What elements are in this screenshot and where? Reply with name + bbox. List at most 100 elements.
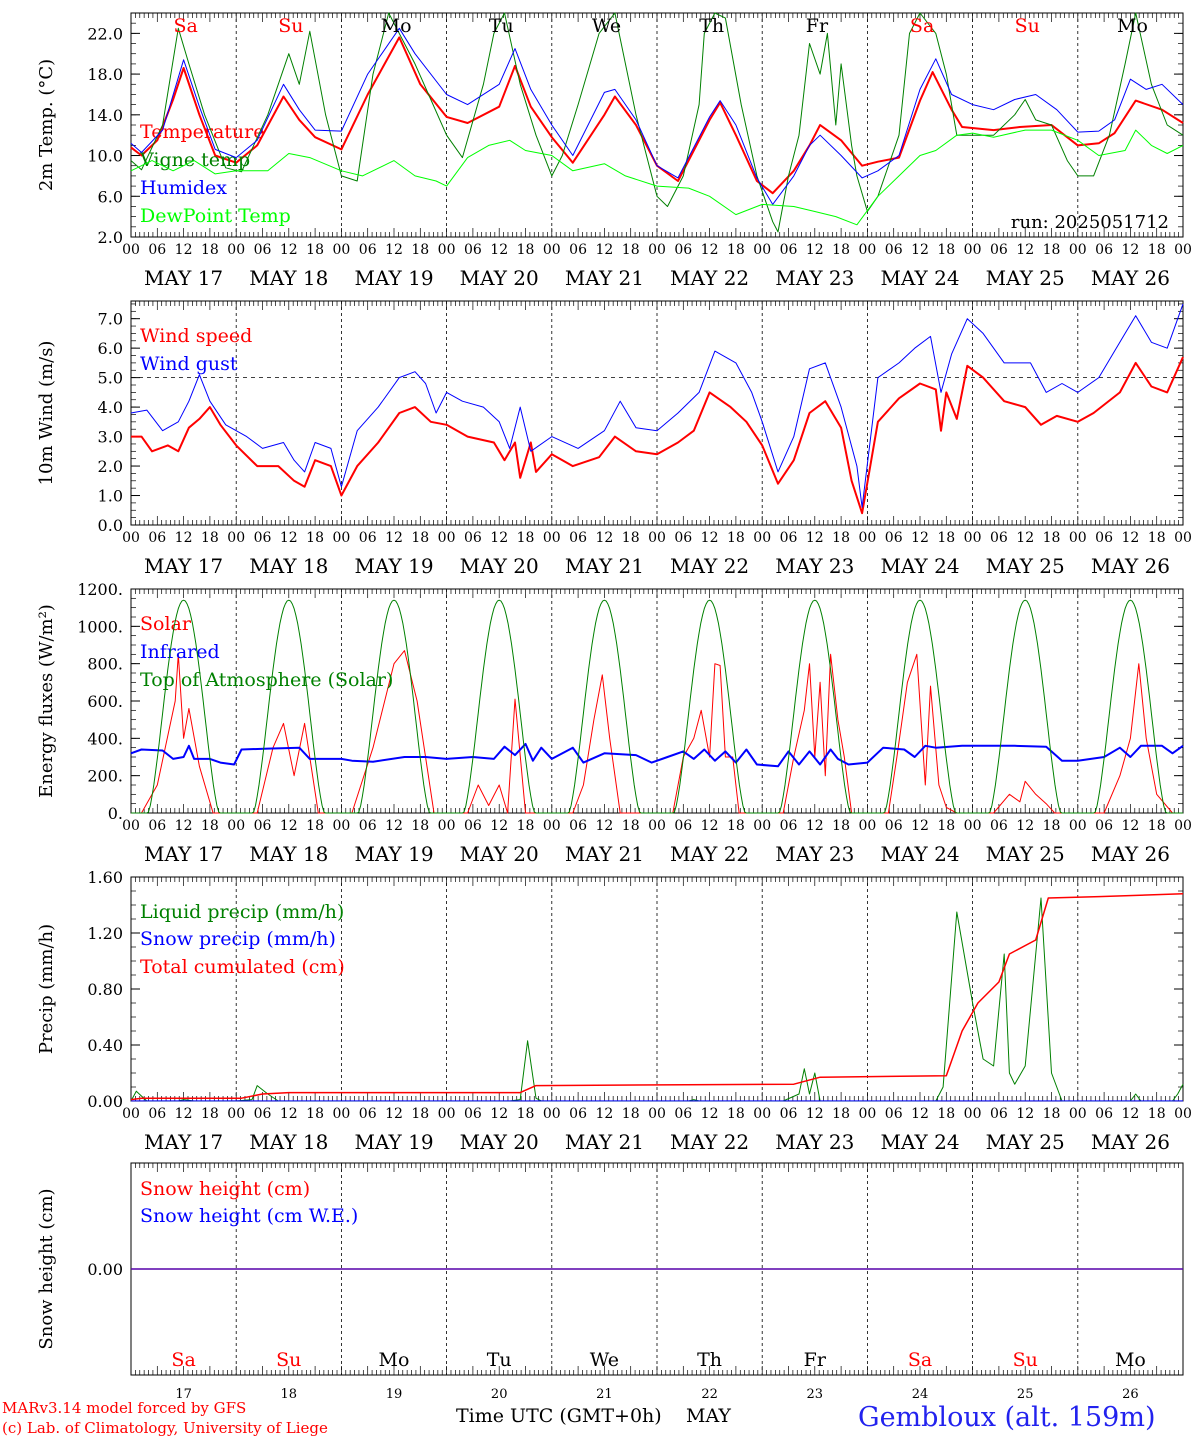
hour-tick-label: 18 [306,1106,324,1122]
hour-tick-label: 06 [359,242,377,258]
hour-tick-label: 12 [1121,1106,1139,1122]
day-abbr: Sa [174,15,198,37]
y-tick-label: 200. [87,767,123,786]
hour-tick-label: 12 [806,818,824,834]
hour-tick-label: 12 [175,1106,193,1122]
date-label: MAY 17 [144,266,223,290]
date-label: MAY 25 [986,1130,1065,1154]
hour-tick-label: 00 [543,242,561,258]
date-label: MAY 23 [775,266,854,290]
series-line-infrared [130,742,1184,768]
date-label: MAY 17 [144,554,223,578]
hour-tick-label: 06 [780,242,798,258]
date-label: MAY 26 [1091,266,1170,290]
hour-tick-label: 18 [1043,1106,1061,1122]
hour-tick-label: 00 [438,530,456,546]
y-tick-label: 1.20 [87,924,123,943]
y-tick-label: 600. [87,692,123,711]
hour-tick-label: 06 [359,1106,377,1122]
hour-tick-label: 12 [701,818,719,834]
y-tick-label: 800. [87,655,123,674]
hour-tick-label: 12 [911,818,929,834]
series-line-dewpoint-temp [130,129,1184,226]
hour-tick-label: 06 [780,1106,798,1122]
y-tick-label: 6.0 [98,339,123,358]
hour-tick-label: 18 [411,530,429,546]
date-label: MAY 18 [249,842,328,866]
hour-tick-label: 12 [280,530,298,546]
y-tick-label: 14.0 [87,106,123,125]
hour-tick-label: 18 [622,818,640,834]
panel-frame [130,300,1184,526]
day-abbr-bottom: Mo [379,1349,410,1371]
hour-tick-label: 00 [122,818,140,834]
hour-tick-label: 00 [122,1106,140,1122]
day-abbr: Mo [381,15,412,37]
hour-tick-label: 12 [911,530,929,546]
day-abbr: Th [699,15,724,37]
y-tick-label: 0.40 [87,1036,123,1055]
series-line-wind-speed [131,356,1184,515]
date-label: MAY 18 [249,266,328,290]
date-label: MAY 20 [460,842,539,866]
hour-tick-label: 12 [1016,530,1034,546]
legend-wind-speed: Wind speed [140,325,252,347]
hour-tick-label: 06 [674,242,692,258]
day-abbr-bottom: Tu [487,1349,512,1371]
y-axis-label: Snow height (cm) [36,1188,57,1349]
hour-tick-label: 18 [306,530,324,546]
y-tick-label: 1200. [77,580,123,599]
hour-tick-label: 00 [753,818,771,834]
hour-tick-label: 00 [332,1106,350,1122]
date-label: MAY 22 [670,1130,749,1154]
hour-tick-label: 12 [175,242,193,258]
y-axis-label: 10m Wind (m/s) [36,341,57,486]
y-tick-label: 1.0 [98,487,123,506]
date-label: MAY 24 [880,554,959,578]
day-number: 19 [386,1387,403,1402]
hour-tick-label: 06 [464,242,482,258]
hour-tick-label: 18 [832,1106,850,1122]
date-label: MAY 25 [986,554,1065,578]
hour-tick-label: 06 [990,1106,1008,1122]
hour-tick-label: 12 [911,1106,929,1122]
hour-tick-label: 18 [1043,530,1061,546]
hour-tick-label: 12 [490,530,508,546]
hour-tick-label: 00 [1069,242,1087,258]
hour-tick-label: 18 [727,530,745,546]
hour-tick-label: 00 [858,242,876,258]
x-axis-label: Time UTC (GMT+0h) [456,1405,662,1427]
y-tick-label: 0. [108,804,123,823]
hour-tick-label: 00 [648,818,666,834]
hour-tick-label: 06 [1095,818,1113,834]
hour-tick-label: 12 [1121,530,1139,546]
hour-tick-label: 12 [1016,242,1034,258]
hour-tick-label: 18 [517,818,535,834]
hour-tick-label: 18 [622,530,640,546]
series-line-vigne-temp [130,12,1184,233]
hour-tick-label: 12 [490,1106,508,1122]
legend-vigne-temp: Vigne temp [139,149,250,171]
panel-temp: 2.0 6.0 10.0 14.0 18.0 22.0 2m Temp. (°C) Tempe… [36,12,1192,290]
hour-tick-label: 00 [858,818,876,834]
date-label: MAY 19 [354,554,433,578]
hour-tick-label: 18 [1148,530,1166,546]
hour-tick-label: 12 [595,242,613,258]
hour-tick-label: 06 [674,1106,692,1122]
y-tick-label: 7.0 [98,310,123,329]
hour-tick-label: 00 [332,242,350,258]
hour-tick-label: 06 [254,242,272,258]
hour-tick-label: 12 [1121,818,1139,834]
hour-tick-label: 12 [595,818,613,834]
panel-frame [130,588,1184,814]
hour-tick-label: 12 [490,242,508,258]
y-tick-label: 2.0 [98,228,123,247]
hour-tick-label: 18 [937,530,955,546]
hour-tick-label: 06 [990,818,1008,834]
hour-tick-label: 06 [1095,530,1113,546]
hour-tick-label: 00 [122,530,140,546]
hour-tick-label: 18 [306,242,324,258]
hour-tick-label: 12 [701,1106,719,1122]
y-tick-label: 10.0 [87,147,123,166]
